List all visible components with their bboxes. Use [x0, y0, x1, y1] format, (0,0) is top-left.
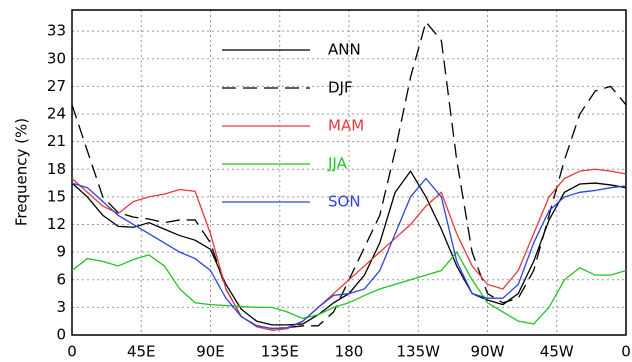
legend-label: ANN: [328, 41, 361, 59]
x-tick-label: 0: [67, 343, 77, 361]
x-tick-label: 135E: [261, 343, 299, 361]
y-tick-label: 3: [56, 298, 66, 316]
legend-label: JJA: [327, 155, 348, 173]
legend-label: DJF: [328, 79, 353, 97]
x-tick-label: 90E: [196, 343, 225, 361]
y-tick-label: 33: [47, 22, 66, 40]
legend-label: SON: [328, 193, 361, 211]
y-tick-label: 0: [56, 326, 66, 344]
y-tick-label: 30: [47, 49, 66, 67]
y-axis-label: Frequency (%): [13, 118, 31, 226]
x-tick-label: 135W: [397, 343, 441, 361]
x-tick-label: 90W: [471, 343, 505, 361]
y-tick-label: 27: [47, 77, 66, 95]
y-tick-label: 12: [47, 215, 66, 233]
x-tick-label: 180: [335, 343, 364, 361]
y-tick-label: 18: [47, 160, 66, 178]
x-tick-label: 0: [621, 343, 631, 361]
series-line: [71, 168, 627, 332]
y-tick-label: 6: [56, 270, 66, 288]
plot-frame: [71, 9, 627, 336]
y-tick-label: 9: [56, 243, 66, 261]
legend-label: MAM: [328, 117, 364, 135]
series-line: [71, 177, 627, 330]
x-tick-label: 45W: [540, 343, 574, 361]
y-tick-label: 24: [47, 105, 66, 123]
y-tick-label: 21: [47, 132, 66, 150]
y-tick-label: 15: [47, 187, 66, 205]
series-line: [71, 250, 627, 325]
x-tick-label: 45E: [127, 343, 156, 361]
